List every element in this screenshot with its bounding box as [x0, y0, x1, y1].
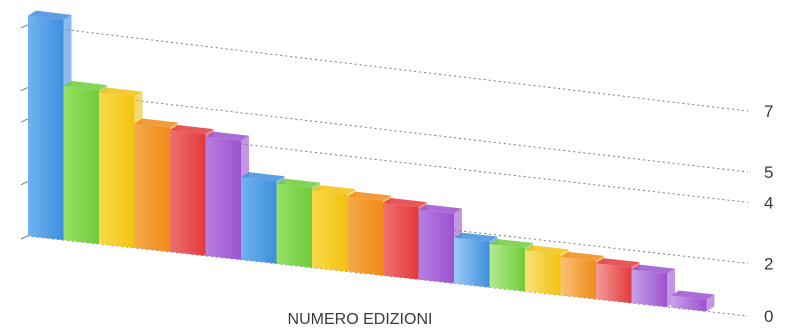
grid-tick	[20, 118, 28, 123]
grid-tick	[20, 181, 28, 186]
bar-top	[134, 118, 178, 128]
bar	[347, 196, 383, 276]
bar-top	[99, 87, 143, 97]
bar-top	[631, 264, 675, 274]
bar	[205, 136, 241, 260]
bar-top	[418, 204, 462, 214]
bar	[99, 92, 135, 248]
bar	[671, 295, 707, 312]
bar-top	[170, 125, 214, 135]
bar-top	[312, 185, 356, 195]
bar	[134, 123, 170, 252]
bar-side	[706, 294, 715, 312]
bar	[241, 177, 277, 264]
bar-top	[525, 245, 569, 255]
bar	[312, 190, 348, 272]
bar-top	[63, 80, 107, 91]
grid-tick	[20, 24, 28, 29]
bar-top	[596, 258, 640, 268]
bar	[631, 269, 667, 308]
bar-top	[276, 178, 320, 188]
bar-top	[241, 172, 285, 182]
bar	[63, 85, 99, 244]
y-tick-label: 7	[764, 102, 773, 121]
y-tick-label: 0	[764, 307, 773, 326]
y-tick-label: 4	[764, 193, 773, 212]
bar-top	[671, 290, 715, 300]
bar	[525, 250, 561, 296]
bar-top	[383, 198, 427, 208]
grid-tick	[20, 235, 28, 240]
y-tick-label: 2	[764, 254, 773, 273]
bar-top	[347, 191, 391, 201]
grid-tick	[20, 87, 28, 92]
grid-line	[26, 87, 749, 173]
bar	[560, 256, 596, 300]
bar-top	[489, 239, 533, 249]
y-tick-label: 5	[764, 163, 773, 182]
bar-top	[205, 131, 249, 141]
bar-top	[454, 232, 498, 242]
bar	[276, 183, 312, 268]
bar-top	[28, 10, 72, 20]
bar	[170, 130, 206, 256]
bar-top	[560, 251, 604, 261]
bar	[418, 209, 454, 284]
bar	[596, 263, 632, 304]
bar	[383, 203, 419, 280]
bar	[489, 244, 525, 292]
grid-line	[26, 24, 749, 112]
x-axis-title: NUMERO EDIZIONI	[288, 311, 433, 328]
bar	[454, 237, 490, 288]
bar	[28, 15, 64, 241]
